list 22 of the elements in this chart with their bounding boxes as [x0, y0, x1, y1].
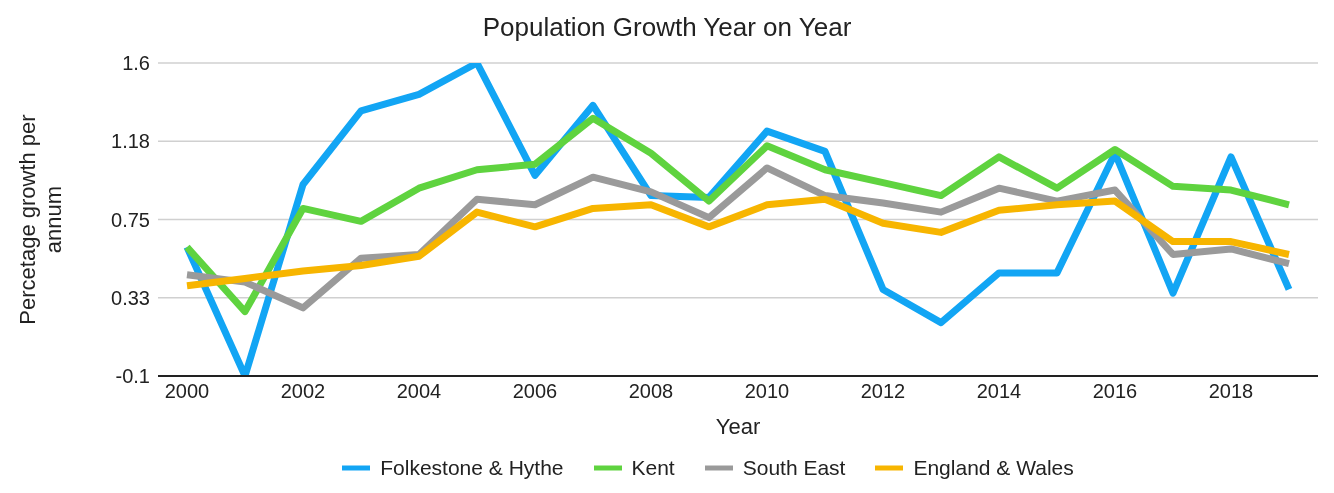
legend-label: England & Wales: [912, 456, 1074, 480]
x-tick-label: 2000: [164, 380, 210, 403]
x-tick-label: 2006: [512, 380, 558, 403]
x-tick-label: 2014: [976, 380, 1022, 403]
y-axis-title: Percetage growth per annum: [15, 114, 66, 325]
chart-title: Population Growth Year on Year: [481, 12, 853, 43]
y-tick-label: 1.6: [122, 52, 150, 75]
x-tick-label: 2010: [744, 380, 790, 403]
y-tick-label: 0.75: [111, 208, 150, 231]
x-tick-label: 2008: [628, 380, 674, 403]
y-tick-label: 1.18: [111, 130, 150, 153]
x-tick-label: 2016: [1092, 380, 1138, 403]
legend-label: Folkestone & Hythe: [379, 456, 564, 480]
x-tick-label: 2018: [1208, 380, 1254, 403]
y-tick-label: -0.1: [115, 365, 150, 388]
x-tick-label: 2012: [860, 380, 906, 403]
legend-label: South East: [741, 456, 846, 480]
x-tick-label: 2004: [396, 380, 442, 403]
x-axis-title: Year: [715, 414, 761, 439]
x-tick-label: 2002: [280, 380, 326, 403]
y-tick-label: 0.33: [111, 286, 150, 309]
legend-label: Kent: [630, 456, 675, 480]
